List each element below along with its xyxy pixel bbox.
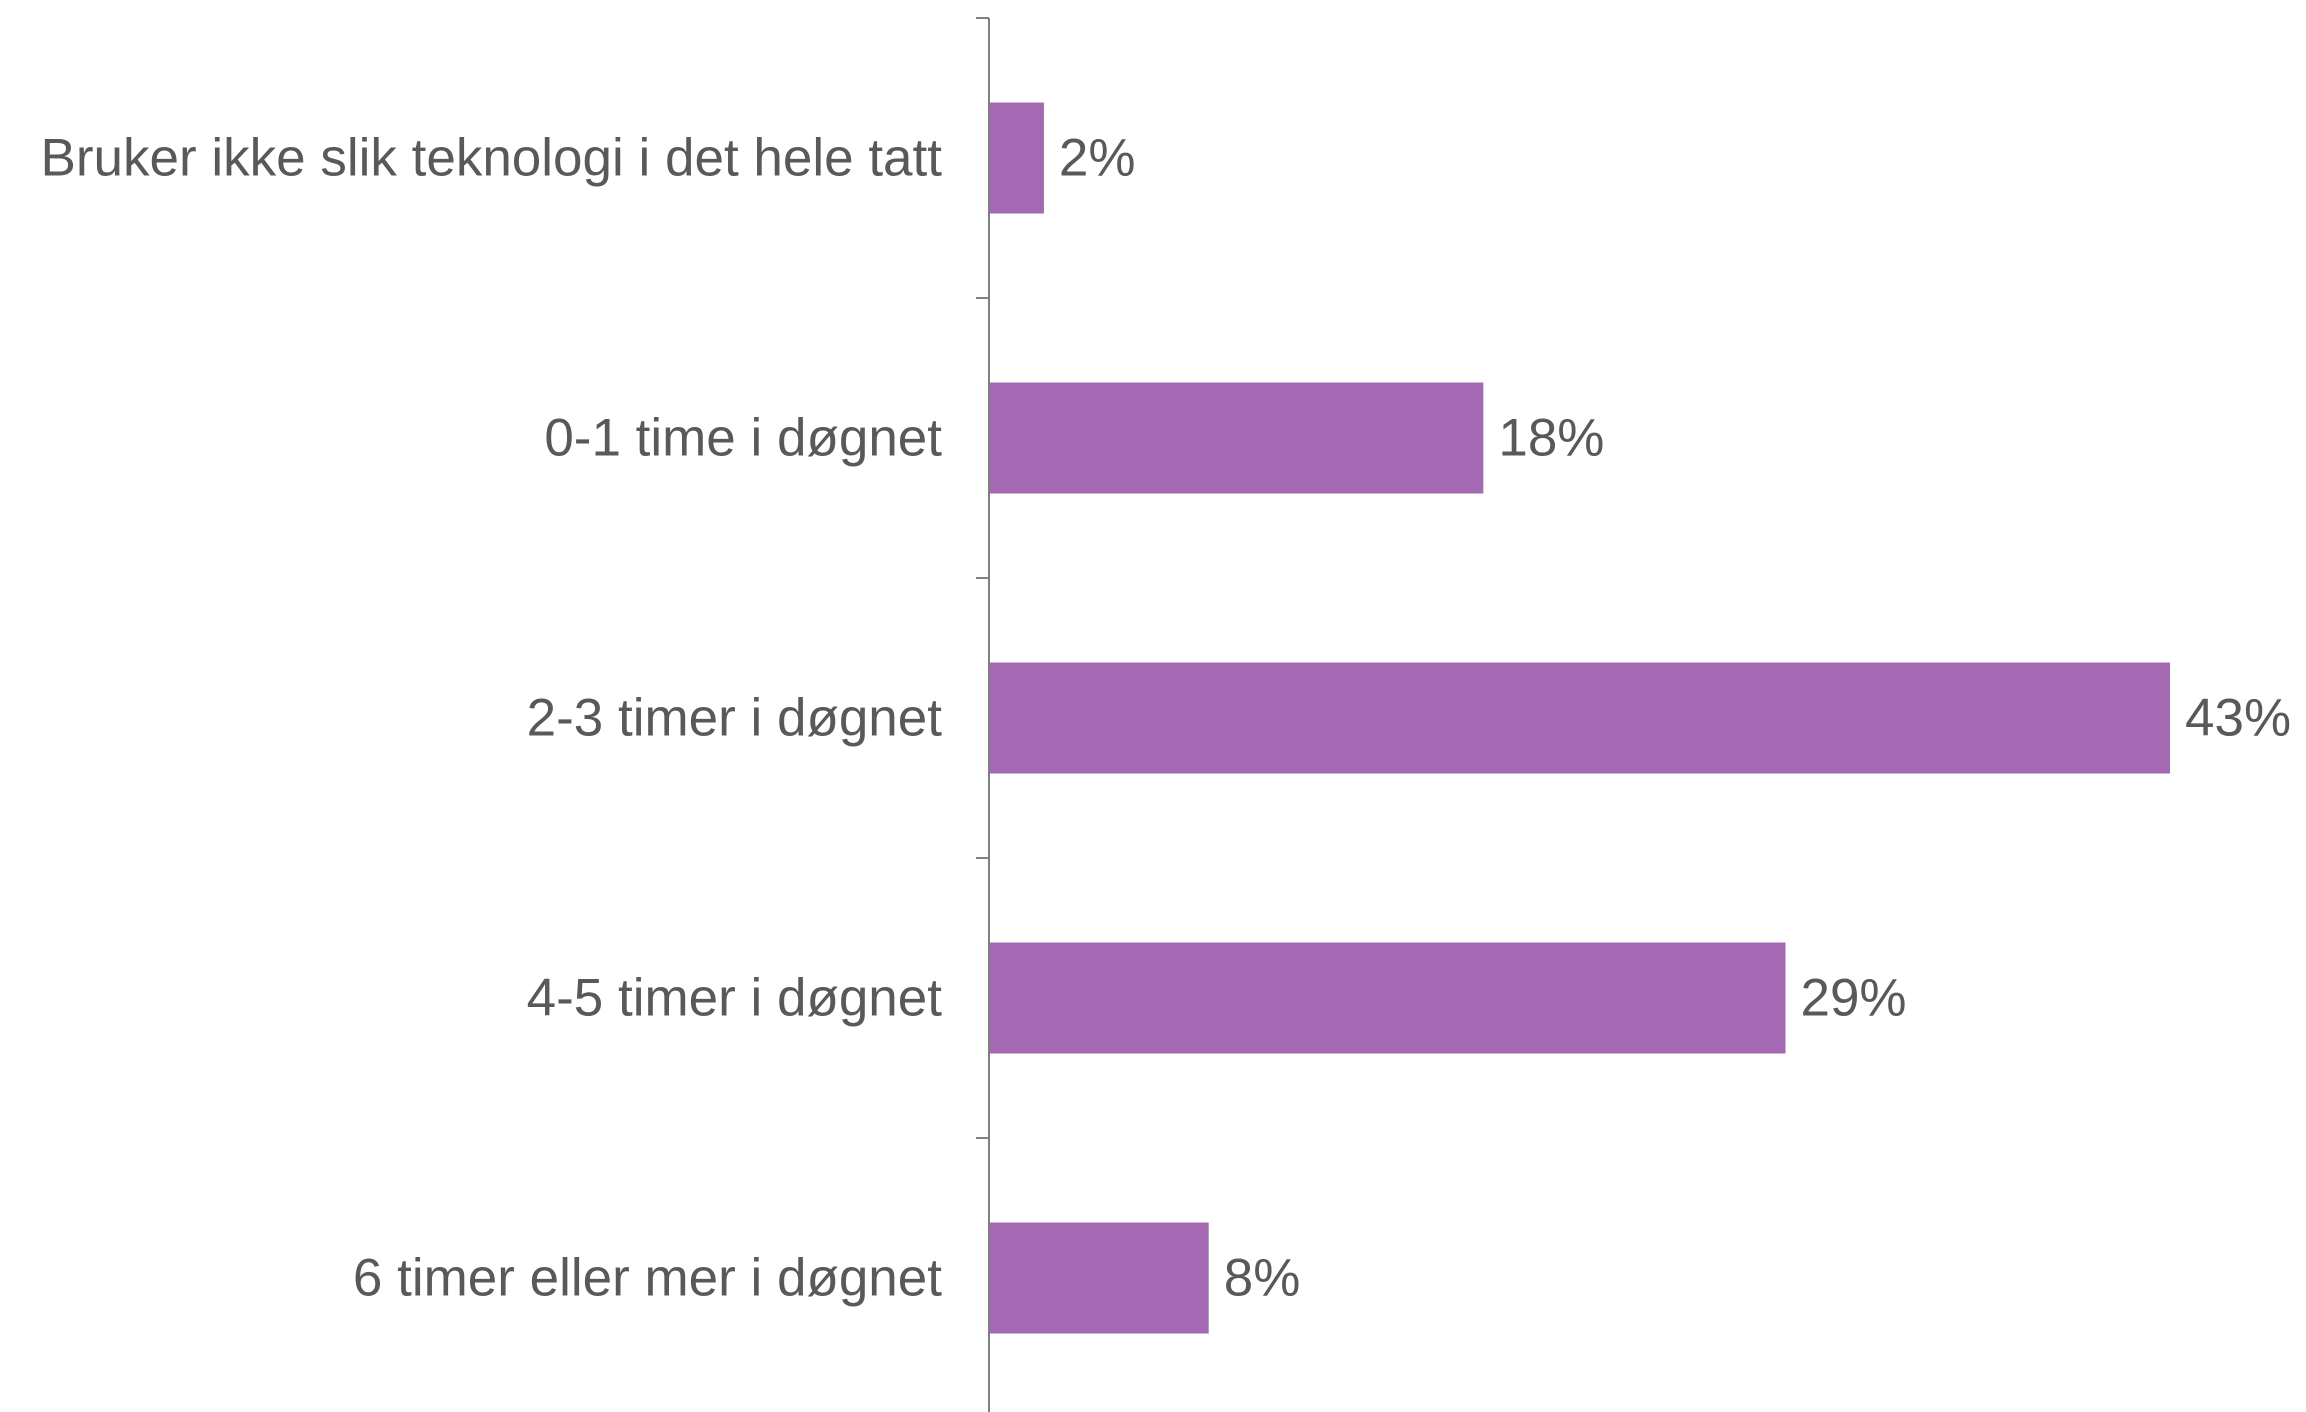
category-label: 4-5 timer i døgnet (527, 969, 943, 1028)
bar-6-timer-eller-mer-i-d-gnet (989, 1222, 1209, 1334)
category-label: 2-3 timer i døgnet (527, 689, 943, 748)
data-label: 2% (1059, 129, 1136, 188)
bar-bruker-ikke-slik-teknologi-i-det-hele-tatt (989, 102, 1044, 214)
bar-0-1-time-i-d-gnet (989, 382, 1484, 494)
category-label: Bruker ikke slik teknologi i det hele ta… (41, 129, 943, 188)
data-label: 29% (1800, 969, 1906, 1028)
category-labels-group: Bruker ikke slik teknologi i det hele ta… (41, 129, 943, 1308)
data-label: 18% (1498, 409, 1604, 468)
bar-4-5-timer-i-d-gnet (989, 942, 1786, 1054)
data-label: 43% (2185, 689, 2291, 748)
data-labels-group: 2% 18% 43% 29% 8% (1059, 129, 2291, 1308)
category-label: 0-1 time i døgnet (544, 409, 942, 468)
bar-2-3-timer-i-d-gnet (989, 662, 2170, 774)
data-label: 8% (1224, 1249, 1301, 1308)
category-label: 6 timer eller mer i døgnet (353, 1249, 942, 1308)
bars-group (989, 102, 2170, 1334)
category-axis (976, 17, 990, 1412)
